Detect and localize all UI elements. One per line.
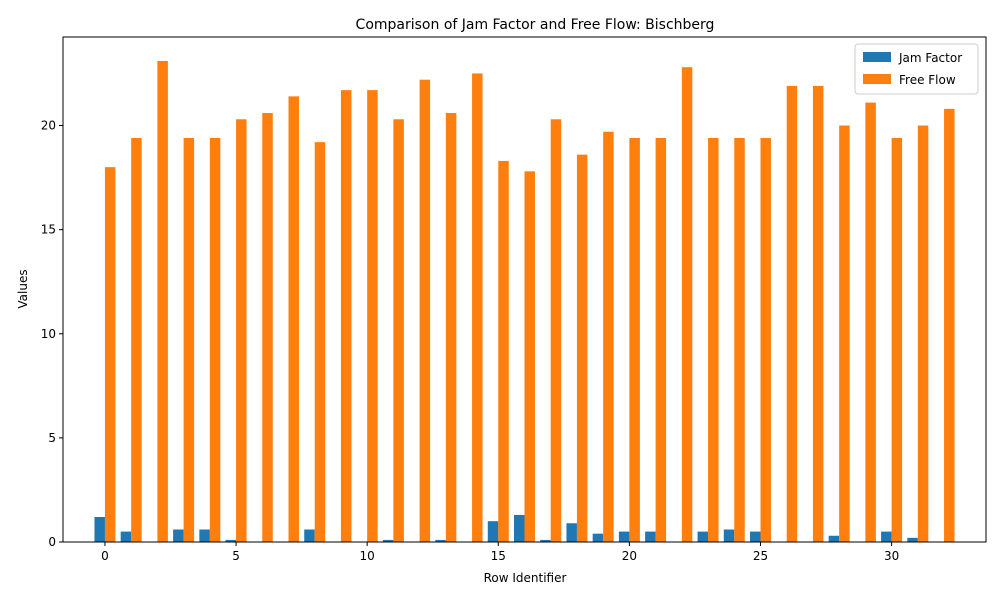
free-flow-bar-17: [550, 119, 562, 542]
jam-factor-bar-31: [907, 537, 918, 542]
legend-swatch-jam-factor: [863, 52, 891, 62]
free-flow-bar-3: [183, 138, 195, 542]
legend-label-jam-factor: Jam Factor: [898, 51, 962, 65]
free-flow-bar-4: [209, 138, 221, 542]
jam-factor-bar-19: [592, 533, 604, 542]
jam-factor-bar-25: [750, 531, 761, 542]
y-tick-label-5: 5: [48, 431, 56, 445]
jam-factor-bar-0: [94, 517, 105, 542]
free-flow-bar-22: [681, 67, 693, 542]
y-axis-label: Values: [16, 269, 30, 308]
x-tick-label-0: 0: [101, 549, 109, 563]
jam-factor-bar-13: [435, 539, 446, 542]
x-tick-label-30: 30: [884, 549, 899, 563]
legend-swatch-free-flow: [863, 74, 891, 84]
jam-factor-bar-16: [514, 514, 525, 542]
y-tick-label-10: 10: [41, 327, 56, 341]
jam-factor-bar-11: [382, 539, 394, 542]
free-flow-bar-23: [708, 138, 719, 542]
free-flow-bar-19: [603, 131, 614, 542]
free-flow-bar-13: [445, 113, 457, 542]
legend-label-free-flow: Free Flow: [899, 73, 956, 87]
jam-factor-bar-3: [173, 529, 184, 542]
free-flow-bar-24: [734, 138, 745, 542]
free-flow-bar-28: [839, 125, 850, 542]
free-flow-bar-26: [786, 85, 798, 542]
free-flow-bar-14: [472, 73, 483, 542]
free-flow-bar-1: [131, 138, 142, 542]
free-flow-bar-20: [629, 138, 640, 542]
chart-title: Comparison of Jam Factor and Free Flow: …: [356, 17, 715, 33]
jam-factor-bar-17: [540, 539, 551, 542]
jam-factor-bar-18: [566, 523, 577, 542]
free-flow-bar-21: [655, 138, 667, 542]
jam-factor-bar-20: [618, 531, 630, 542]
jam-factor-bar-1: [120, 531, 132, 542]
y-tick-label-20: 20: [41, 119, 56, 133]
free-flow-bar-27: [812, 85, 824, 542]
plot-frame: [62, 36, 987, 543]
free-flow-bar-18: [576, 154, 588, 542]
x-tick-label-5: 5: [232, 549, 240, 563]
jam-factor-bar-28: [828, 535, 840, 542]
free-flow-bar-29: [865, 102, 876, 542]
jam-factor-bar-24: [723, 529, 735, 542]
y-tick-label-15: 15: [41, 223, 56, 237]
x-tick-label-20: 20: [622, 549, 637, 563]
free-flow-bar-10: [367, 90, 378, 542]
free-flow-bar-32: [944, 108, 955, 542]
bars-layer: [94, 60, 955, 542]
free-flow-bar-31: [917, 125, 929, 542]
x-tick-label-25: 25: [753, 549, 768, 563]
free-flow-bar-9: [340, 90, 352, 542]
x-tick-label-10: 10: [360, 549, 375, 563]
free-flow-bar-16: [524, 171, 535, 542]
x-axis-label: Row Identifier: [484, 571, 567, 585]
jam-factor-bar-4: [199, 529, 210, 542]
jam-factor-bar-30: [881, 531, 892, 542]
free-flow-bar-30: [891, 138, 903, 542]
free-flow-bar-15: [498, 160, 509, 542]
jam-factor-bar-8: [304, 529, 315, 542]
free-flow-bar-5: [236, 119, 247, 542]
free-flow-bar-25: [760, 138, 771, 542]
free-flow-bar-8: [314, 142, 326, 542]
jam-factor-bar-23: [697, 531, 709, 542]
axes-layer: 0 5 10 15 20 25 30 0 5 10 15 20: [41, 36, 987, 563]
free-flow-bar-11: [393, 119, 404, 542]
jam-factor-bar-15: [487, 521, 499, 542]
jam-factor-bar-5: [225, 539, 237, 542]
free-flow-bar-12: [419, 79, 431, 542]
free-flow-bar-0: [104, 167, 116, 542]
legend: Jam Factor Free Flow: [854, 43, 979, 95]
free-flow-bar-2: [157, 60, 168, 542]
jam-factor-bar-21: [645, 531, 656, 542]
free-flow-bar-7: [288, 96, 299, 542]
free-flow-bar-6: [262, 113, 273, 542]
y-tick-label-0: 0: [48, 535, 56, 549]
x-tick-label-15: 15: [491, 549, 506, 563]
